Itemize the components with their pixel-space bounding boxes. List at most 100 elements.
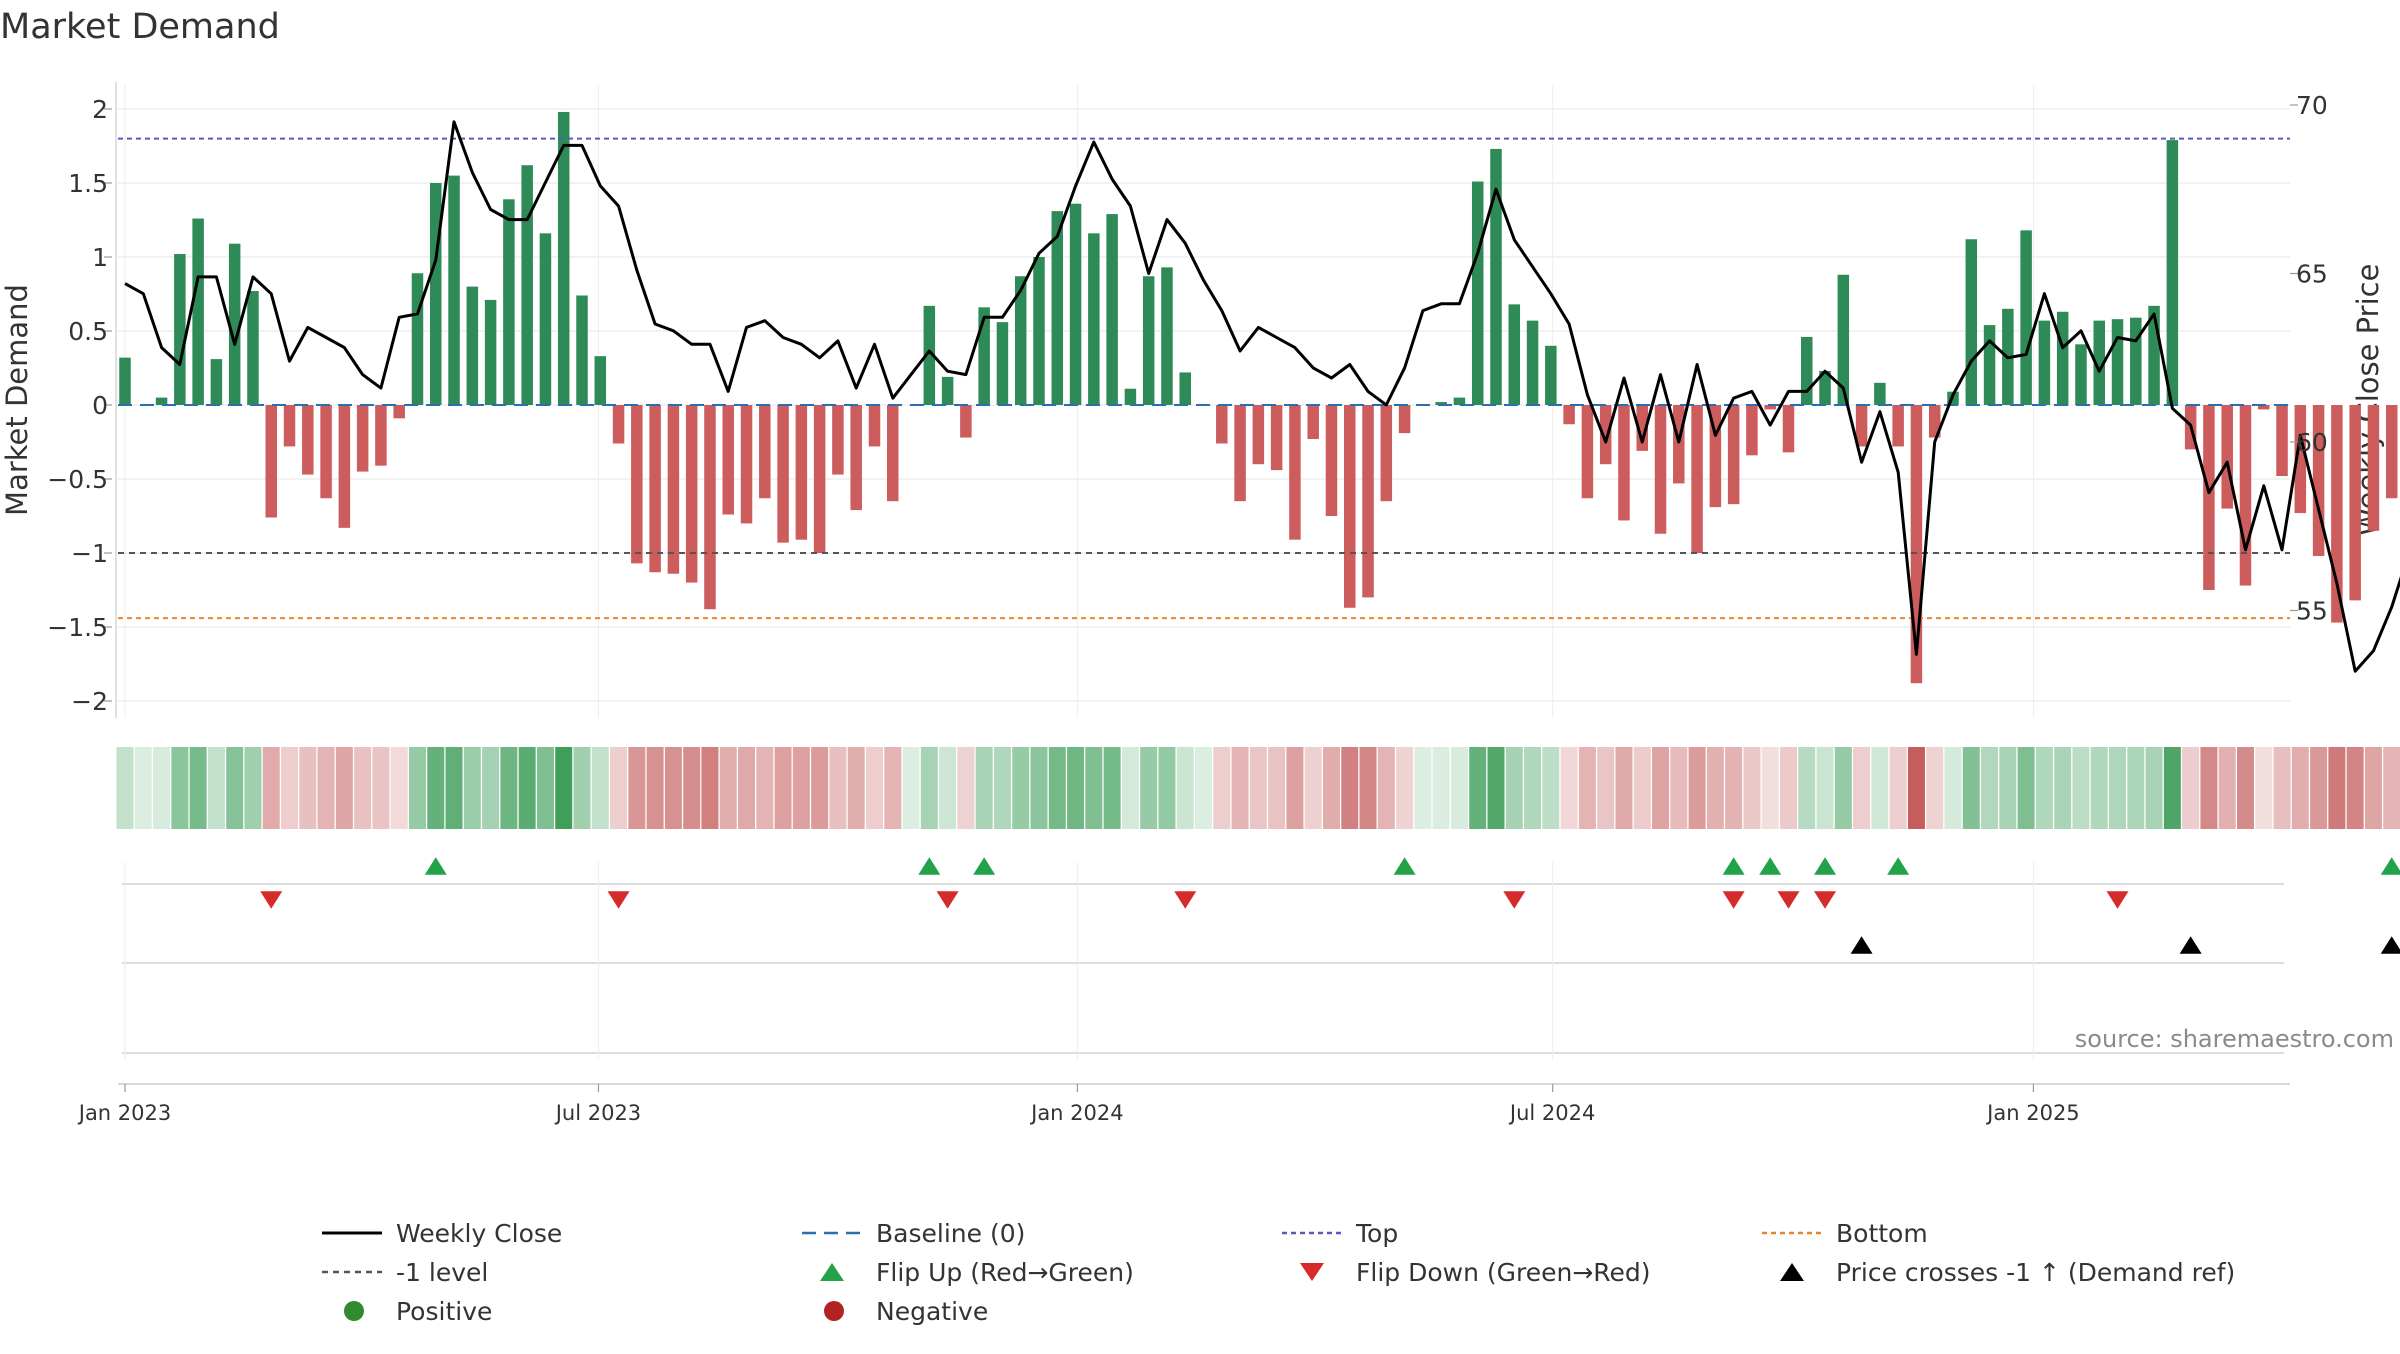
y-tick-label-left: −1: [71, 539, 108, 568]
demand-bar-negative: [1289, 405, 1301, 540]
intensity-cell: [1305, 747, 1322, 829]
legend-label: Positive: [396, 1297, 492, 1326]
x-tick-label: Jul 2024: [1508, 1101, 1595, 1125]
legend-label: Flip Up (Red→Green): [876, 1258, 1134, 1287]
intensity-cell: [500, 747, 517, 829]
intensity-cell: [409, 747, 426, 829]
demand-bar-positive: [1088, 233, 1100, 405]
intensity-cell: [372, 747, 389, 829]
demand-bar-negative: [1381, 405, 1393, 501]
demand-bar-positive: [2112, 319, 2124, 405]
intensity-cell: [244, 747, 261, 829]
intensity-cell: [1762, 747, 1779, 829]
y-tick-label-left: −2: [71, 687, 108, 716]
demand-bar-positive: [1070, 204, 1082, 405]
demand-bar-positive: [1454, 398, 1466, 405]
y-tick-label-left: 0.5: [68, 317, 108, 346]
intensity-cell: [555, 747, 572, 829]
intensity-cell: [2054, 747, 2071, 829]
flip-down-marker: [260, 891, 282, 909]
legend-symbol-positive: [344, 1301, 364, 1321]
demand-bar-negative: [1618, 405, 1630, 520]
demand-bar-negative: [2386, 405, 2398, 498]
legend-label: Flip Down (Green→Red): [1356, 1258, 1651, 1287]
intensity-cell: [1798, 747, 1815, 829]
intensity-cell: [701, 747, 718, 829]
demand-bar-negative: [649, 405, 661, 572]
intensity-cell: [2292, 747, 2309, 829]
demand-bar-positive: [2020, 230, 2032, 405]
intensity-cell: [171, 747, 188, 829]
intensity-cell: [848, 747, 865, 829]
intensity-cell: [2036, 747, 2053, 829]
intensity-strip: [117, 747, 2400, 829]
demand-bar-positive: [1125, 389, 1137, 405]
demand-bar-negative: [1326, 405, 1338, 516]
intensity-cell: [775, 747, 792, 829]
demand-bar-negative: [1746, 405, 1758, 455]
intensity-cell: [1999, 747, 2016, 829]
intensity-cell: [921, 747, 938, 829]
flip-up-marker: [973, 857, 995, 875]
demand-bar-negative: [339, 405, 351, 528]
price-cross-marker: [1851, 936, 1873, 954]
legend-symbol-flip-up: [820, 1263, 844, 1281]
demand-bar-positive: [1801, 337, 1813, 405]
intensity-cell: [1780, 747, 1797, 829]
intensity-cell: [1396, 747, 1413, 829]
intensity-cell: [647, 747, 664, 829]
demand-bar-positive: [430, 183, 442, 405]
flip-up-marker: [1814, 857, 1836, 875]
demand-bar-negative: [613, 405, 625, 443]
demand-bar-positive: [1143, 276, 1155, 405]
demand-bar-positive: [192, 219, 204, 405]
intensity-cell: [1469, 747, 1486, 829]
demand-bar-positive: [1161, 267, 1173, 405]
demand-bar-positive: [2130, 318, 2142, 405]
demand-bar-negative: [1307, 405, 1319, 439]
y-tick-label-left: −1.5: [47, 613, 108, 642]
x-tick-label: Jan 2025: [1985, 1101, 2080, 1125]
legend-label: Weekly Close: [396, 1219, 562, 1248]
demand-bar-positive: [540, 233, 552, 405]
intensity-cell: [226, 747, 243, 829]
flip-up-marker: [1887, 857, 1909, 875]
x-tick-label: Jul 2023: [554, 1101, 641, 1125]
intensity-cell: [1853, 747, 1870, 829]
intensity-cell: [1177, 747, 1194, 829]
legend-symbol-negative: [824, 1301, 844, 1321]
intensity-cell: [1871, 747, 1888, 829]
intensity-cell: [336, 747, 353, 829]
intensity-cell: [2072, 747, 2089, 829]
intensity-cell: [903, 747, 920, 829]
flip-down-marker: [2107, 891, 2129, 909]
intensity-cell: [1707, 747, 1724, 829]
demand-bar-positive: [174, 254, 186, 405]
demand-bar-negative: [1399, 405, 1411, 433]
intensity-cell: [1579, 747, 1596, 829]
demand-bar-negative: [2221, 405, 2233, 509]
flip-down-marker: [937, 891, 959, 909]
demand-bar-negative: [1253, 405, 1265, 464]
demand-bar-negative: [357, 405, 369, 472]
demand-bar-positive: [521, 165, 533, 405]
intensity-cell: [1360, 747, 1377, 829]
intensity-cell: [1981, 747, 1998, 829]
intensity-cell: [1232, 747, 1249, 829]
intensity-cell: [683, 747, 700, 829]
intensity-cell: [574, 747, 591, 829]
demand-bar-positive: [1033, 257, 1045, 405]
intensity-cell: [1506, 747, 1523, 829]
intensity-cell: [281, 747, 298, 829]
intensity-cell: [263, 747, 280, 829]
demand-bar-positive: [485, 300, 497, 405]
demand-bar-negative: [1216, 405, 1228, 443]
intensity-cell: [1743, 747, 1760, 829]
intensity-cell: [1890, 747, 1907, 829]
price-cross-marker: [2381, 936, 2400, 954]
intensity-cell: [299, 747, 316, 829]
intensity-cell: [1158, 747, 1175, 829]
